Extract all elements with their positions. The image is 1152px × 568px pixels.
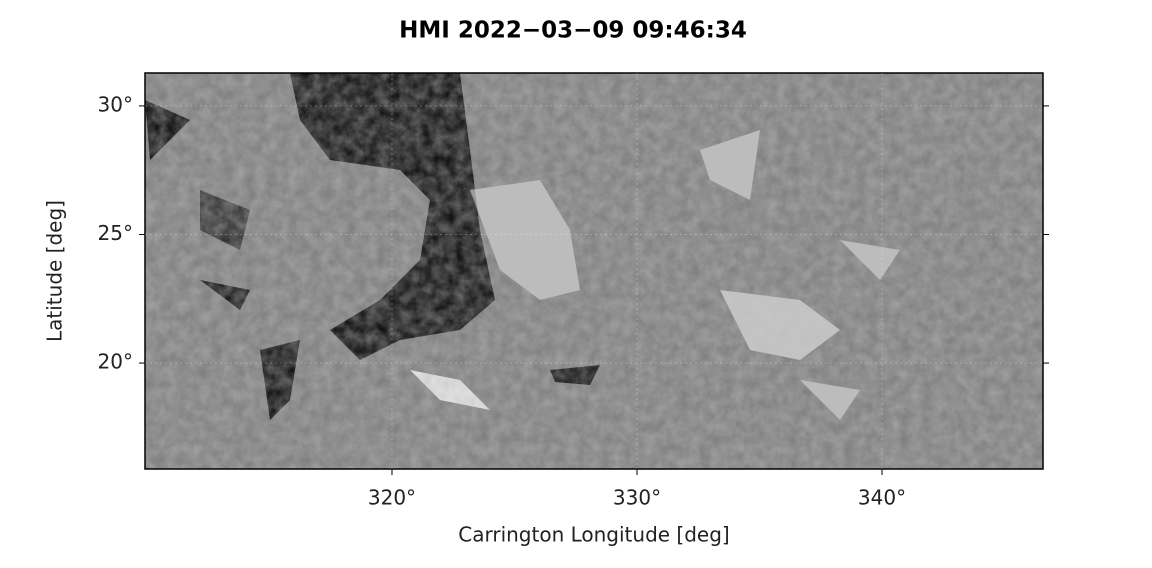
x-tick-label: 340° <box>858 486 906 510</box>
y-axis-label: Latitude [deg] <box>43 200 67 342</box>
plot-frame <box>144 72 1044 470</box>
x-tick-label: 320° <box>368 486 416 510</box>
y-tick-label: 30° <box>98 92 133 116</box>
chart-title: HMI 2022−03−09 09:46:34 <box>399 18 747 44</box>
x-axis-label: Carrington Longitude [deg] <box>458 523 729 547</box>
x-tick-label: 330° <box>613 486 661 510</box>
magnetogram-image <box>145 73 1043 469</box>
y-tick-label: 20° <box>98 350 133 374</box>
y-tick-label: 25° <box>98 221 133 245</box>
